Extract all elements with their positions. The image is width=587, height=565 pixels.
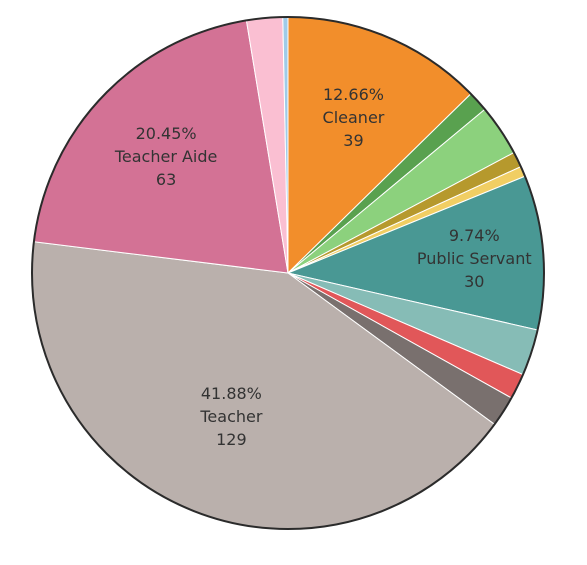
slice-category-label-cleaner: Cleaner — [323, 108, 385, 127]
labels-layer: 12.66% Cleaner 39 9.74% Public Servant 30 41.8… — [114, 85, 532, 449]
slice-percent-label-cleaner: 12.66% — [323, 85, 384, 104]
slice-percent-label-teacher-aide: 20.45% — [136, 124, 197, 143]
slice-value-label-teacher-aide: 63 — [156, 170, 176, 189]
slice-value-label-teacher: 129 — [216, 430, 247, 449]
slice-category-label-teacher-aide: Teacher Aide — [114, 147, 218, 166]
slice-category-label-teacher: Teacher — [199, 407, 262, 426]
slice-category-label-public-servant: Public Servant — [417, 249, 532, 268]
slice-value-label-public-servant: 30 — [464, 272, 484, 291]
slice-percent-label-teacher: 41.88% — [201, 384, 262, 403]
slice-percent-label-public-servant: 9.74% — [449, 226, 500, 245]
slice-value-label-cleaner: 39 — [343, 131, 363, 150]
pie-outline — [31, 16, 545, 530]
